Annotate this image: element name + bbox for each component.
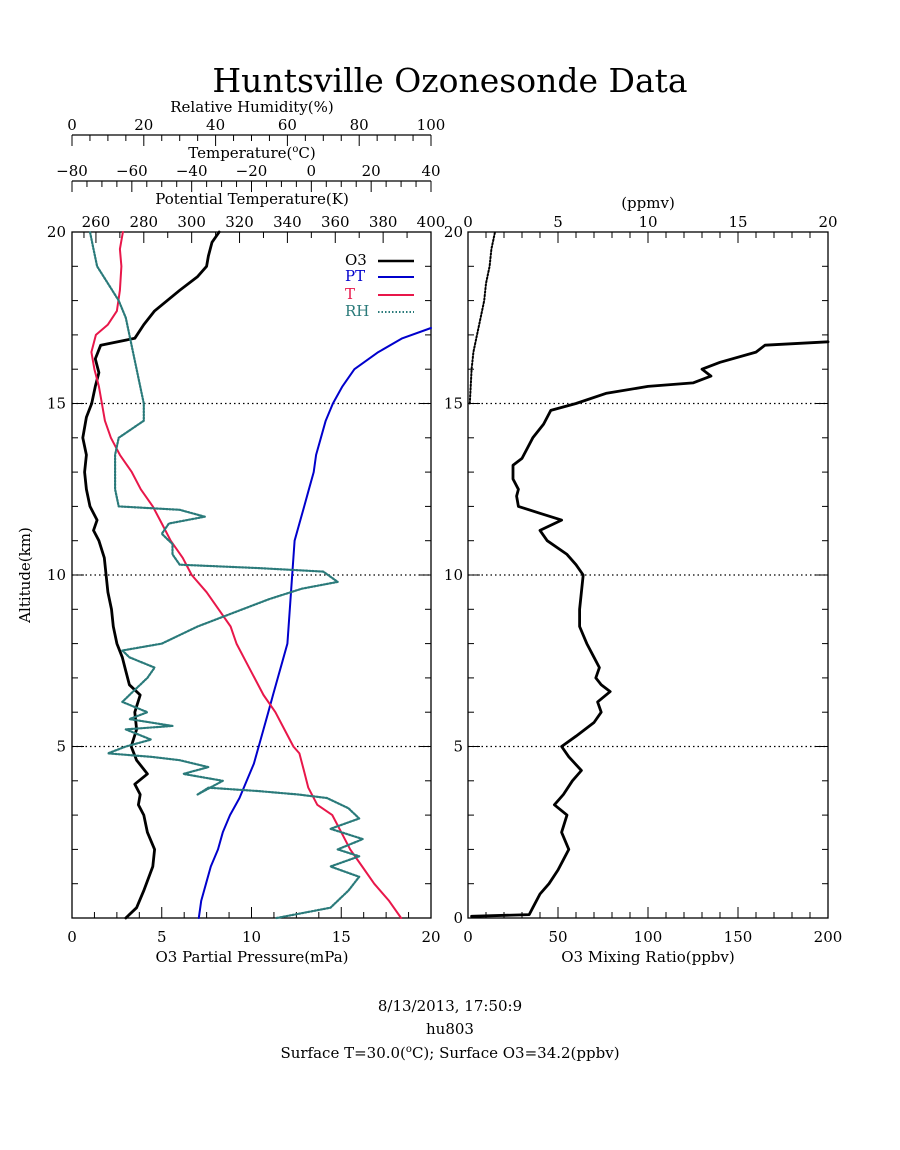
legend-label-rh: RH [345,302,369,320]
temperature-tick-label: −40 [176,162,208,180]
left-series [81,230,432,920]
right-altitude-tick-label: 5 [453,738,463,756]
footer-station-id: hu803 [426,1020,474,1038]
rh-axis-title: Relative Humidity(%) [170,98,333,116]
relative_humidity-tick-label: 80 [350,116,369,134]
series-line-rh [88,230,364,920]
legend-label-pt: PT [345,267,365,285]
pt-axis-title: Potential Temperature(K) [155,190,349,208]
temperature-axis-title: Temperature(oC) [188,144,316,162]
o3_partial_pressure-tick-label: 20 [421,928,440,946]
mixing_ratio_ppbv-tick-label: 50 [548,928,567,946]
mixing_ratio_ppmv-tick-label: 5 [553,213,563,231]
potential_temperature-tick-label: 300 [177,213,206,231]
potential_temperature-tick-label: 340 [273,213,302,231]
footer-surface-prefix: Surface T=30.0( [280,1044,405,1062]
relative_humidity-tick-label: 60 [278,116,297,134]
potential_temperature-tick-label: 400 [417,213,446,231]
temperature-title-suffix: C) [298,144,315,162]
temperature-title-degree: o [292,144,298,155]
temperature-title-prefix: Temperature( [188,144,292,162]
ppmv-axis-title: (ppmv) [621,194,675,212]
relative_humidity-tick-label: 40 [206,116,225,134]
legend: O3 PT T RH [345,251,414,320]
altitude-axis-title: Altitude(km) [16,527,34,624]
series-line-o3-ppmv [468,231,496,405]
footer-surface-rest: C); Surface O3=34.2(ppbv) [412,1044,620,1062]
mixing_ratio_ppbv-tick-label: 150 [724,928,753,946]
legend-label-t: T [345,285,355,303]
o3_partial_pressure-tick-label: 15 [332,928,351,946]
series-line-t [90,231,403,919]
potential_temperature-tick-label: 360 [321,213,350,231]
right-series [468,231,830,918]
temperature-tick-label: 0 [307,162,317,180]
relative_humidity-tick-label: 20 [134,116,153,134]
left-tick-marks [71,135,432,919]
left-plot-frame [71,231,432,919]
right-altitude-tick-label: 0 [453,909,463,927]
mixing_ratio_ppbv-tick-label: 200 [814,928,843,946]
footer-degree-mark: o [406,1044,412,1055]
altitude-tick-label: 10 [47,566,66,584]
series-line-pt [197,327,432,919]
footer-datetime: 8/13/2013, 17:50:9 [378,997,522,1015]
altitude-tick-label: 5 [56,738,66,756]
potential_temperature-tick-label: 380 [369,213,398,231]
left-gridlines [72,402,431,748]
altitude-tick-label: 20 [47,223,66,241]
right-altitude-tick-label: 20 [444,223,463,241]
footer-surface-summary: Surface T=30.0(oC); Surface O3=34.2(ppbv… [280,1044,619,1062]
o3_partial_pressure-tick-label: 10 [242,928,261,946]
temperature-tick-label: 20 [362,162,381,180]
mixing_ratio_ppmv-tick-label: 20 [818,213,837,231]
temperature-tick-label: −20 [236,162,268,180]
legend-label-o3: O3 [345,251,367,269]
series-line-o3 [81,230,221,920]
chart-title: Huntsville Ozonesonde Data [212,61,687,100]
mixing_ratio_ppmv-tick-label: 10 [638,213,657,231]
o3_partial_pressure-tick-label: 5 [157,928,167,946]
potential_temperature-tick-label: 320 [225,213,254,231]
altitude-tick-label: 15 [47,395,66,413]
o3-pressure-axis-title: O3 Partial Pressure(mPa) [155,948,348,966]
mixing_ratio_ppbv-tick-label: 0 [463,928,473,946]
potential_temperature-tick-label: 260 [82,213,111,231]
o3_partial_pressure-tick-label: 0 [67,928,77,946]
mixing-ratio-axis-title: O3 Mixing Ratio(ppbv) [561,948,734,966]
series-line-o3-ppbv [470,340,830,918]
temperature-tick-label: 40 [421,162,440,180]
mixing_ratio_ppmv-tick-label: 0 [463,213,473,231]
right-gridlines [468,402,828,748]
mixing_ratio_ppmv-tick-label: 15 [728,213,747,231]
temperature-tick-label: −80 [56,162,88,180]
relative_humidity-tick-label: 100 [417,116,446,134]
relative_humidity-tick-label: 0 [67,116,77,134]
right-altitude-tick-label: 10 [444,566,463,584]
mixing_ratio_ppbv-tick-label: 100 [634,928,663,946]
right-altitude-tick-label: 15 [444,395,463,413]
potential_temperature-tick-label: 280 [129,213,158,231]
temperature-tick-label: −60 [116,162,148,180]
